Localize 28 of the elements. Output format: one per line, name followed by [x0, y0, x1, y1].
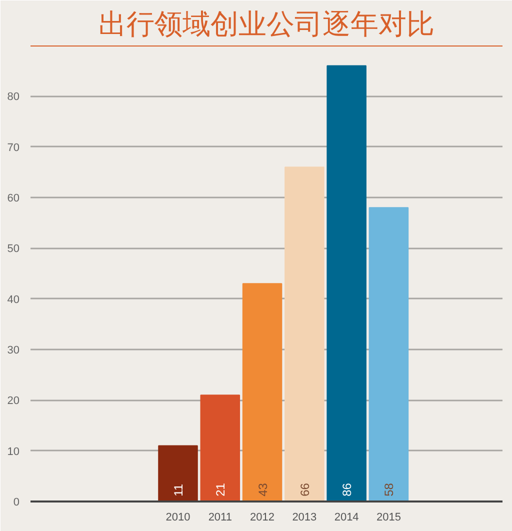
bar — [326, 65, 366, 502]
y-tick-label: 40 — [7, 294, 20, 306]
y-tick-label: 0 — [13, 496, 20, 508]
y-tick-label: 30 — [7, 344, 20, 356]
x-tick-label: 2012 — [250, 512, 275, 524]
y-tick-label: 50 — [7, 243, 20, 256]
bar — [242, 283, 282, 502]
data-label: 66 — [298, 482, 312, 496]
x-tick-label: 2010 — [166, 512, 190, 524]
y-tick-label: 60 — [7, 192, 20, 204]
y-tick-label: 10 — [7, 446, 20, 458]
bar — [200, 394, 240, 502]
data-label: 11 — [172, 484, 186, 496]
chart-title: 出行领域创业公司逐年对比 — [98, 8, 434, 40]
x-tick-label: 2013 — [292, 512, 317, 524]
data-label: 86 — [340, 482, 354, 496]
bar — [158, 445, 198, 502]
x-tick-label: 2011 — [208, 512, 232, 524]
data-label: 21 — [214, 482, 228, 496]
bar — [284, 166, 324, 502]
bar — [368, 207, 409, 502]
data-label: 58 — [382, 482, 396, 496]
y-tick-label: 80 — [7, 91, 20, 104]
y-tick-label: 20 — [7, 395, 20, 408]
y-tick-label: 70 — [7, 142, 20, 154]
x-tick-label: 2015 — [376, 512, 401, 524]
x-tick-label: 2014 — [334, 512, 359, 524]
data-label: 43 — [256, 482, 270, 496]
